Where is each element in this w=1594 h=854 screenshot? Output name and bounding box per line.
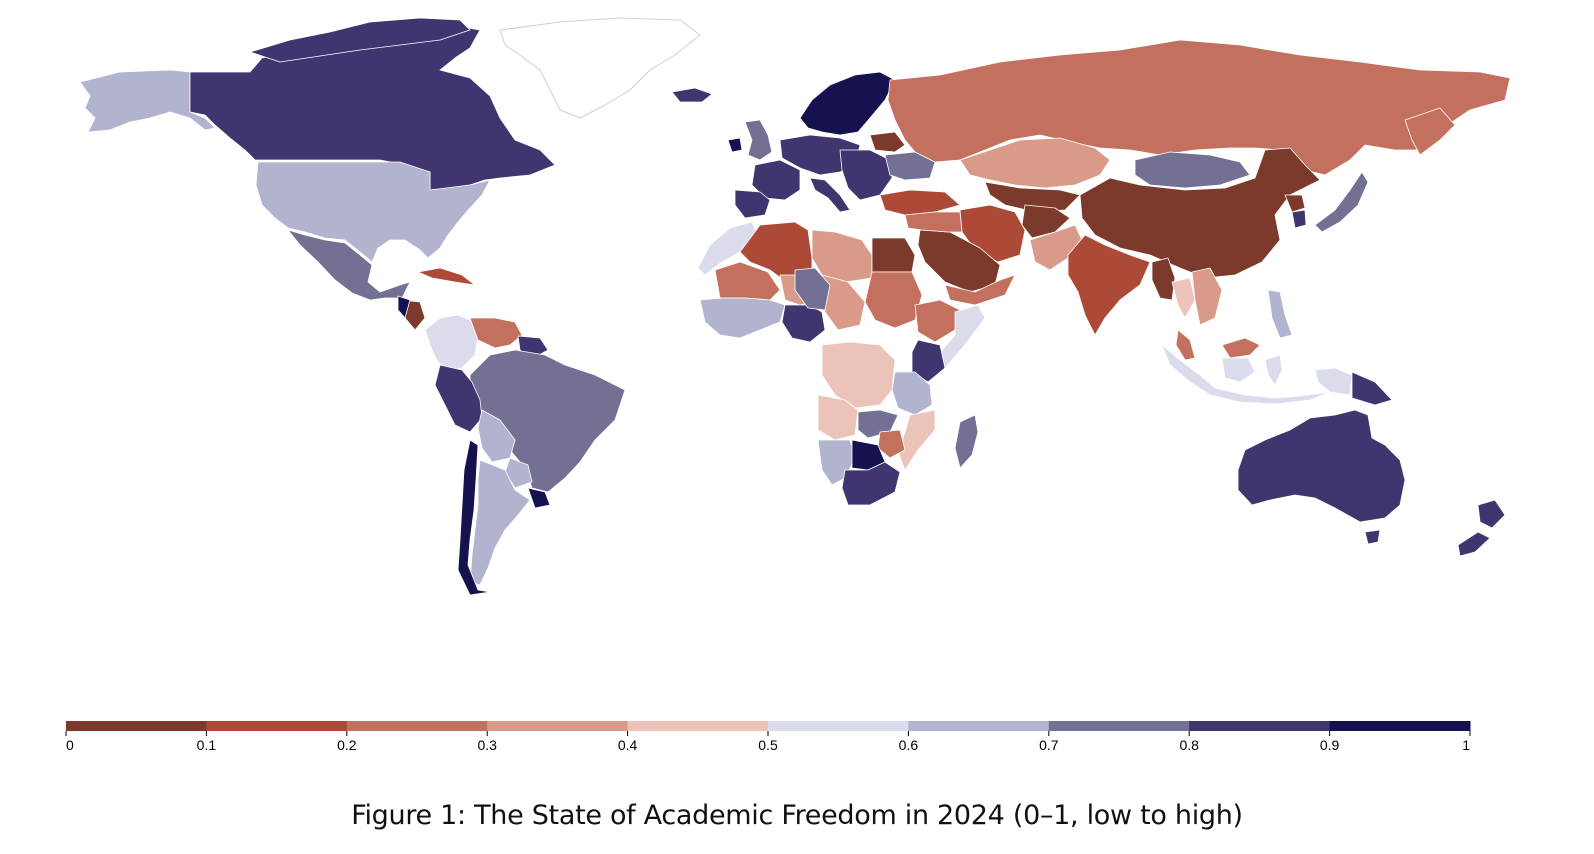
region-myanmar: [1151, 257, 1176, 301]
legend-tick-label: 0.1: [197, 737, 217, 753]
region-colombia: [424, 314, 479, 371]
region-iceland: [671, 87, 713, 103]
legend-bin-6: [908, 721, 1050, 731]
legend-bin-4: [627, 721, 769, 731]
region-united-states: [255, 161, 491, 263]
region-malaysia-borneo: [1221, 337, 1261, 359]
region-thailand: [1171, 277, 1196, 319]
region-middle-east: [904, 211, 963, 233]
region-south-korea: [1291, 209, 1307, 229]
region-chad: [821, 274, 866, 331]
legend-bin-1: [206, 721, 348, 731]
legend-tick-label: 0.7: [1039, 737, 1059, 753]
legend-bin-8: [1189, 721, 1331, 731]
legend-bin-3: [487, 721, 629, 731]
region-somalia: [937, 304, 986, 369]
region-ireland: [727, 137, 743, 153]
legend-bin-9: [1329, 721, 1471, 731]
legend-bin-2: [346, 721, 488, 731]
region-united-kingdom: [744, 119, 773, 161]
legend-bin-7: [1048, 721, 1190, 731]
region-iberia: [734, 189, 771, 219]
region-central-asia: [984, 181, 1081, 213]
legend-tick-label: 0.8: [1179, 737, 1199, 753]
region-malaysia: [1175, 329, 1196, 361]
legend-tick-label: 0.6: [899, 737, 919, 753]
region-mozambique: [897, 409, 936, 471]
legend-tick-label: 0.2: [337, 737, 357, 753]
legend-tick-label: 0.9: [1320, 737, 1340, 753]
region-drc: [821, 341, 896, 409]
region-india: [1067, 234, 1151, 336]
region-scandinavia: [799, 71, 896, 136]
region-central-africa: [794, 267, 831, 311]
region-uruguay: [527, 487, 551, 509]
region-algeria: [739, 221, 813, 286]
legend-bin-5: [768, 721, 909, 731]
region-france: [751, 159, 801, 201]
figure-caption: Figure 1: The State of Academic Freedom …: [351, 800, 1243, 831]
region-new-zealand-south: [1457, 531, 1491, 557]
region-mexico: [287, 229, 411, 301]
region-japan: [1314, 171, 1369, 233]
legend-tick-label: 1: [1462, 737, 1470, 753]
region-indonesia-sulawesi: [1264, 354, 1283, 386]
region-sudan: [864, 271, 923, 329]
region-philippines: [1267, 289, 1293, 339]
region-tasmania: [1364, 529, 1381, 545]
region-argentina: [469, 459, 531, 586]
region-costa-rica: [397, 295, 411, 319]
region-indonesia-borneo: [1221, 357, 1256, 383]
region-papua-new-guinea: [1351, 371, 1393, 406]
region-paraguay: [504, 457, 533, 489]
region-belarus: [869, 131, 906, 153]
region-canada-islands: [249, 17, 471, 63]
legend-tick-label: 0.3: [477, 737, 497, 753]
region-greenland: [499, 17, 701, 119]
region-new-zealand: [1477, 499, 1506, 529]
region-australia: [1237, 409, 1406, 523]
region-cuba: [417, 267, 476, 286]
region-peru: [434, 364, 483, 433]
region-kazakhstan: [959, 137, 1111, 189]
legend-bin-0: [66, 721, 207, 731]
legend-tick-label: 0.4: [618, 737, 638, 753]
region-indochina: [1191, 267, 1223, 326]
world-map: [79, 17, 1511, 596]
region-chile: [457, 439, 491, 596]
region-russia-kamchatka: [1404, 107, 1456, 156]
countries-layer: [79, 17, 1511, 596]
region-venezuela: [469, 317, 523, 349]
region-south-africa: [841, 461, 901, 506]
region-indonesia-papua: [1314, 367, 1353, 396]
region-china: [1079, 147, 1321, 279]
region-russia: [887, 39, 1511, 176]
region-kenya: [911, 339, 946, 383]
region-tanzania: [891, 371, 933, 416]
legend-tick-label: 0.5: [758, 737, 778, 753]
region-angola: [817, 394, 859, 441]
region-mongolia: [1134, 151, 1251, 189]
region-west-africa: [699, 297, 786, 339]
region-egypt: [871, 237, 916, 273]
color-legend: 0 0.1 0.2 0.3 0.4 0.5 0.6 0.7 0.8 0.9 1: [65, 721, 1471, 753]
region-north-korea: [1284, 194, 1306, 213]
region-madagascar: [954, 414, 979, 469]
region-italy: [809, 177, 851, 213]
legend-tick-label: 0: [66, 737, 74, 753]
region-bolivia: [477, 409, 516, 463]
region-turkey: [879, 189, 961, 216]
region-alaska: [79, 69, 216, 133]
legend-bins: [66, 721, 1471, 731]
region-yemen-oman: [944, 274, 1016, 306]
legend-ticks: 0 0.1 0.2 0.3 0.4 0.5 0.6 0.7 0.8 0.9 1: [65, 731, 1471, 753]
